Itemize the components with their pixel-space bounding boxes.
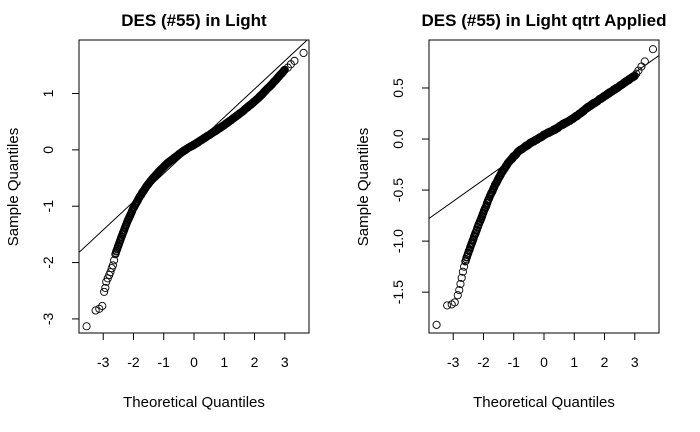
x-tick-label: 0 [190, 354, 198, 370]
chart-title: DES (#55) in Light [121, 11, 267, 30]
data-point [100, 287, 109, 296]
y-tick-label: -3 [40, 312, 56, 325]
x-tick-label: 3 [281, 354, 289, 370]
data-point [640, 57, 649, 66]
data-point [95, 304, 104, 313]
data-point [453, 291, 462, 300]
y-axis-label: Sample Quantiles [5, 128, 22, 246]
x-tick-label: -1 [158, 354, 171, 370]
qq-panel-light-qtrt: DES (#55) in Light qtrt Applied Theoreti… [355, 11, 666, 411]
x-tick-label: -3 [97, 354, 110, 370]
data-point [450, 298, 459, 307]
y-axis-label: Sample Quantiles [355, 128, 372, 246]
y-tick-label: -1 [40, 200, 56, 213]
x-tick-label: 1 [570, 354, 578, 370]
chart-title: DES (#55) in Light qtrt Applied [422, 11, 667, 30]
data-point [455, 286, 464, 295]
y-tick-label: -2 [40, 256, 56, 269]
x-tick-label: -2 [127, 354, 140, 370]
x-tick-label: 1 [220, 354, 228, 370]
y-tick-label: -1.0 [390, 229, 406, 253]
data-point [299, 48, 308, 58]
y-tick-label: 0 [40, 146, 56, 154]
x-tick-label: -2 [477, 354, 490, 370]
y-tick-label: -0.5 [390, 178, 406, 202]
y-tick-label: 1 [40, 89, 56, 97]
data-point [443, 301, 452, 310]
data-point [458, 267, 467, 276]
data-point [110, 256, 119, 265]
data-point [432, 320, 441, 329]
data-point [91, 306, 100, 315]
x-tick-label: 2 [251, 354, 259, 370]
x-tick-label: 3 [631, 354, 639, 370]
x-axis-label: Theoretical Quantiles [473, 394, 615, 411]
data-point [101, 283, 110, 292]
x-tick-label: -1 [508, 354, 521, 370]
y-tick-label: 0.0 [390, 129, 406, 149]
x-tick-label: 0 [540, 354, 548, 370]
data-point [108, 261, 117, 270]
x-tick-label: -3 [447, 354, 460, 370]
data-point [290, 56, 299, 65]
data-point [634, 66, 643, 75]
x-tick-label: 2 [601, 354, 609, 370]
qq-panel-light: DES (#55) in Light Theoretical Quantiles… [5, 11, 310, 411]
y-tick-label: -1.5 [390, 280, 406, 304]
data-point [457, 273, 466, 282]
data-point [98, 301, 107, 311]
data-point [456, 279, 465, 289]
y-tick-label: 0.5 [390, 78, 406, 98]
data-point [460, 262, 469, 271]
data-point [648, 45, 658, 54]
data-point [82, 322, 91, 331]
x-axis-label: Theoretical Quantiles [123, 394, 265, 411]
